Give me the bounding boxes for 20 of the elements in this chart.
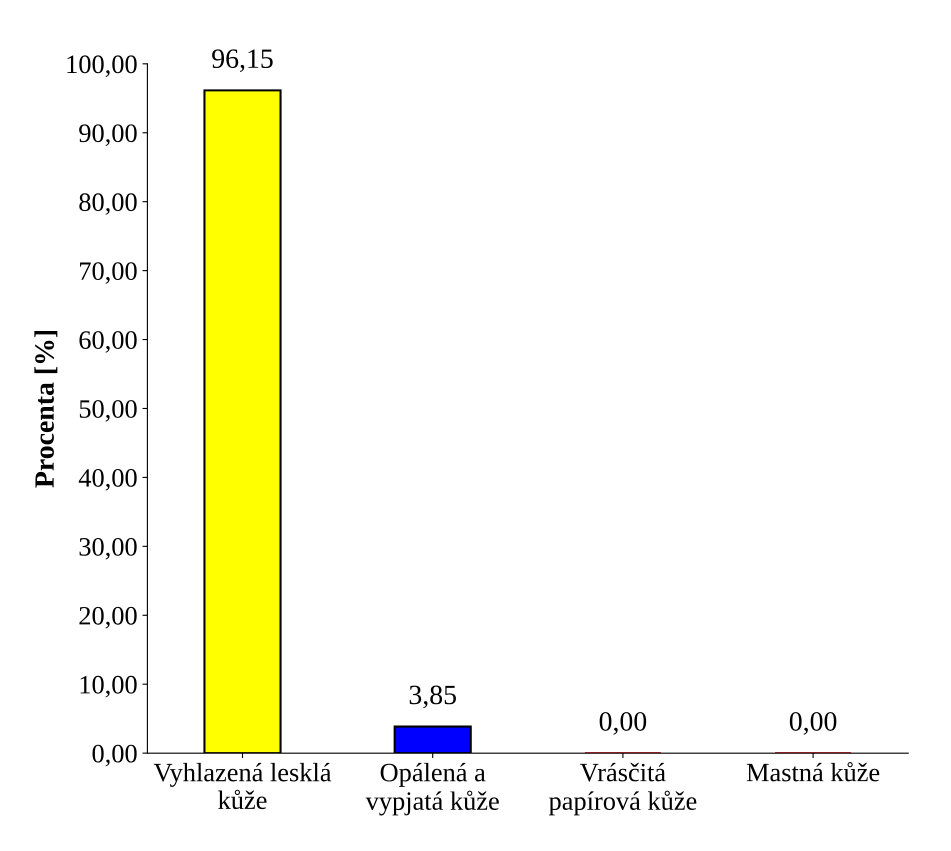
y-tick-label: 40,00 (78, 469, 137, 491)
y-tick-label: 80,00 (79, 193, 137, 215)
data-label: 96,15 (212, 49, 273, 72)
y-tick-label: 20,00 (79, 606, 137, 628)
data-label: 0,00 (600, 712, 646, 735)
y-tick-label: 70,00 (80, 262, 137, 284)
y-tick-label: 60,00 (79, 331, 137, 353)
x-tick-label: Vyhlazená lesklá kůže (154, 762, 332, 810)
y-tick-label: 50,00 (80, 400, 137, 422)
data-label: 0,00 (790, 712, 836, 735)
y-axis-title: Procenta [%] (34, 330, 58, 488)
y-tick-label: 0,00 (92, 744, 137, 766)
y-tick-label: 100,00 (67, 55, 137, 78)
y-tick-label: 10,00 (80, 676, 137, 698)
x-tick-label: Vrásčitá papírová kůže (548, 762, 696, 816)
y-tick-label: 30,00 (80, 538, 137, 560)
x-tick-label: Opálená a vypjatá kůže (366, 762, 499, 816)
y-tick-label: 90,00 (79, 124, 137, 146)
data-label: 3,85 (410, 686, 456, 708)
x-tick-label: Mastná kůže (746, 762, 880, 782)
